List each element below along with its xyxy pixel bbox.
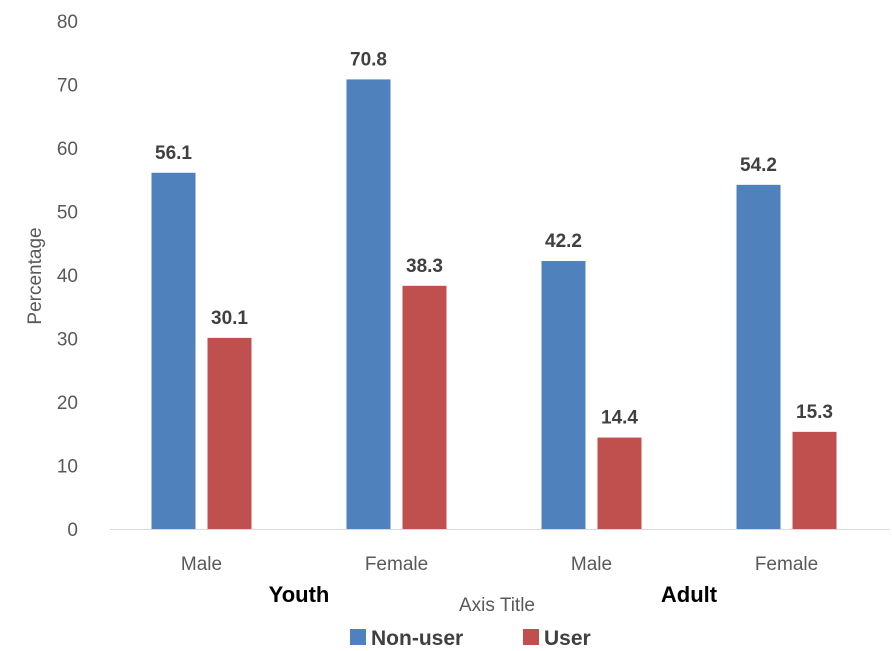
- data-labels: 56.1 30.1 70.8 38.3 42.2 14.4 54.2 15.3: [155, 49, 833, 428]
- x-category-label: Female: [365, 554, 428, 575]
- x-category-label: Male: [571, 554, 612, 575]
- data-label: 15.3: [796, 402, 833, 423]
- y-tick-label: 80: [57, 12, 78, 33]
- data-label: 56.1: [155, 143, 192, 164]
- bar-non-user: [151, 172, 196, 529]
- data-label: 30.1: [211, 308, 248, 329]
- bars: [151, 79, 837, 530]
- legend-label: User: [544, 627, 591, 650]
- data-label: 42.2: [545, 231, 582, 252]
- y-tick-label: 30: [57, 330, 78, 351]
- data-label: 70.8: [350, 49, 387, 70]
- y-tick-label: 50: [57, 203, 78, 224]
- legend-swatch: [350, 629, 366, 645]
- bar-non-user: [736, 184, 781, 529]
- y-tick-label: 20: [57, 393, 78, 414]
- x-group-label: Adult: [661, 582, 718, 607]
- data-label: 14.4: [601, 408, 638, 429]
- legend: Non-user User: [350, 627, 591, 650]
- x-category-label: Male: [181, 554, 222, 575]
- y-tick-label: 10: [57, 457, 78, 478]
- bar-non-user: [346, 79, 391, 530]
- legend-swatch: [523, 629, 539, 645]
- x-category-label: Female: [755, 554, 818, 575]
- y-axis: 0 10 20 30 40 50 60 70 80: [57, 12, 78, 541]
- legend-label: Non-user: [371, 627, 463, 650]
- y-tick-label: 40: [57, 266, 78, 287]
- data-label: 54.2: [740, 155, 777, 176]
- bar-user: [207, 337, 252, 529]
- bar-user: [597, 437, 642, 529]
- y-tick-label: 70: [57, 76, 78, 97]
- y-tick-label: 60: [57, 139, 78, 160]
- x-axis: Male Female Male Female Youth Adult: [110, 529, 890, 607]
- x-axis-title: Axis Title: [459, 595, 535, 616]
- x-group-label: Youth: [269, 582, 330, 607]
- bar-user: [402, 285, 447, 529]
- bar-non-user: [541, 261, 586, 529]
- y-tick-label: 0: [67, 520, 78, 541]
- y-axis-title: Percentage: [25, 227, 46, 324]
- bar-user: [792, 431, 837, 529]
- data-label: 38.3: [406, 256, 443, 277]
